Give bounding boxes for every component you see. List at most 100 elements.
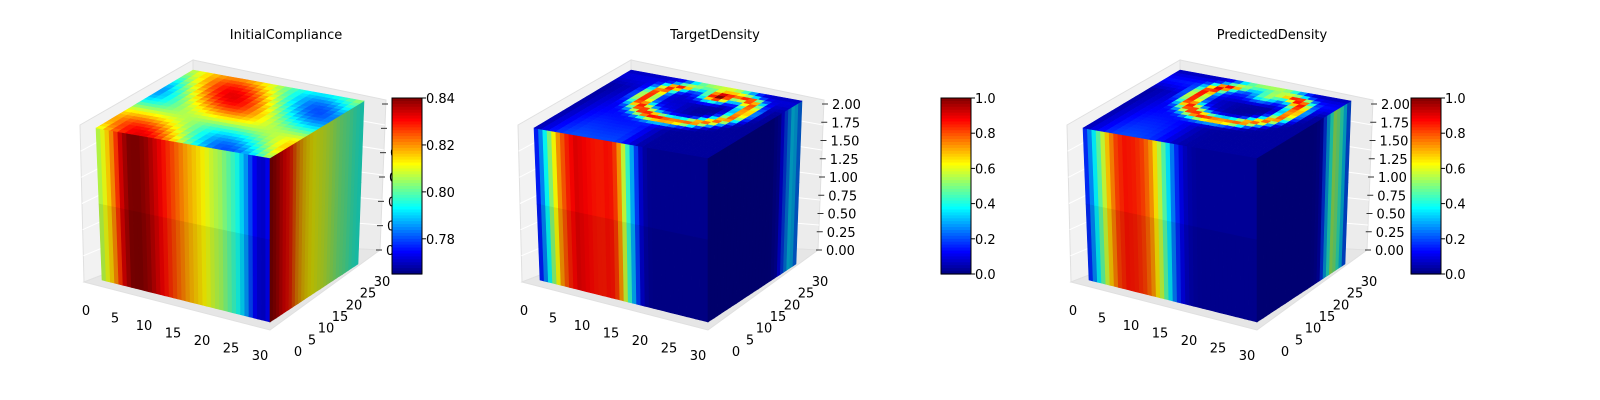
colorbar-segment <box>941 106 971 111</box>
colorbar-segment <box>392 232 422 237</box>
voxel-top <box>352 99 365 104</box>
y-tick-label: 30 <box>374 275 391 290</box>
voxel-front <box>686 235 692 319</box>
colorbar-segment <box>941 227 971 231</box>
colorbar-segment <box>1411 133 1441 137</box>
voxel-front <box>699 237 705 322</box>
voxel-front <box>239 152 245 235</box>
colorbar-segment <box>392 244 422 249</box>
y-tick-label: 5 <box>746 333 754 348</box>
colorbar-tick-label: 0.84 <box>426 92 455 107</box>
voxel-front <box>1235 235 1241 319</box>
z-tick-label: 2.00 <box>1381 98 1410 113</box>
colorbar: 0.0 0.2 0.4 0.6 0.8 1.0 <box>940 92 996 283</box>
voxel-front <box>703 238 709 323</box>
colorbar-segment <box>941 194 971 199</box>
colorbar-segment <box>941 253 971 257</box>
colorbar-tick-label: 0.2 <box>1445 233 1466 248</box>
voxel-side <box>354 181 362 267</box>
y-tick-label: 30 <box>812 275 829 290</box>
colorbar-tick-label: 0.82 <box>426 139 455 154</box>
voxel-front <box>1234 153 1241 237</box>
voxel-top <box>790 99 803 104</box>
colorbar-segment <box>941 147 971 152</box>
colorbar-segment <box>1411 183 1441 187</box>
colorbar-segment <box>941 162 971 167</box>
colorbar-segment <box>392 133 422 137</box>
colorbar-segment <box>941 171 971 175</box>
voxel-front <box>252 236 258 320</box>
voxel-top <box>1339 99 1352 104</box>
colorbar-segment <box>941 218 971 222</box>
colorbar-segment <box>392 200 422 205</box>
z-tick-label: 1.25 <box>1379 153 1408 168</box>
colorbar-segment <box>1411 212 1441 216</box>
colorbar-segment <box>1411 153 1441 158</box>
voxel-side <box>710 235 715 321</box>
voxel-side <box>272 235 277 321</box>
colorbar-segment <box>1411 235 1441 240</box>
voxel-front <box>265 238 271 323</box>
colorbar-segment <box>392 124 422 128</box>
colorbar-segment <box>941 168 971 172</box>
colorbar-segment <box>941 212 971 216</box>
colorbar-segment <box>941 247 971 252</box>
voxel-front <box>1243 236 1249 321</box>
colorbar-segment <box>392 109 422 114</box>
x-tick-label: 15 <box>1152 327 1169 342</box>
colorbar-segment <box>941 139 971 143</box>
colorbar-segment <box>392 209 422 213</box>
colorbar-segment <box>392 121 422 125</box>
colorbar-segment <box>1411 106 1441 111</box>
colorbar-segment <box>941 265 971 269</box>
voxel-front <box>698 156 705 240</box>
colorbar-segment <box>392 212 422 216</box>
colorbar-segment <box>941 103 971 108</box>
voxel-front <box>1230 234 1237 318</box>
z-tick-label: 0.25 <box>827 226 856 241</box>
colorbar-segment <box>392 106 422 111</box>
y-tick-label: 10 <box>1305 322 1322 337</box>
colorbar-segment <box>941 259 971 263</box>
colorbar-segment <box>1411 191 1441 196</box>
z-tick-label: 0.50 <box>1377 208 1406 223</box>
voxel-side <box>1259 153 1265 239</box>
colorbar-segment <box>941 262 971 266</box>
x-tick-label: 5 <box>549 312 557 327</box>
colorbar-segment <box>392 171 422 175</box>
x-tick-label: 5 <box>111 312 119 327</box>
colorbar-segment <box>941 133 971 137</box>
colorbar-segment <box>392 136 422 140</box>
y-tick-label: 10 <box>318 322 335 337</box>
z-tick-label: 1.50 <box>831 135 860 150</box>
voxel-front <box>247 153 254 237</box>
y-tick-label: 15 <box>770 310 787 325</box>
voxel-front <box>1243 155 1249 239</box>
z-tick-label: 0 <box>386 244 394 259</box>
colorbar-tick-label: 0.0 <box>1445 268 1466 283</box>
y-tick-label: 20 <box>1333 298 1350 313</box>
voxel-front <box>685 153 692 237</box>
colorbar-segment <box>392 150 422 155</box>
colorbar-segment <box>392 250 422 255</box>
colorbar-segment <box>941 188 971 193</box>
colorbar-segment <box>941 136 971 140</box>
colorbar-segment <box>392 130 422 134</box>
voxel-side <box>1256 155 1261 241</box>
voxel-front <box>681 153 687 236</box>
y-tick-label: 10 <box>756 322 773 337</box>
z-tick-label: 1.00 <box>1378 171 1407 186</box>
colorbar-segment <box>941 156 971 161</box>
colorbar-segment <box>392 186 422 190</box>
y-tick-label: 5 <box>308 333 316 348</box>
voxel-front <box>1247 156 1253 240</box>
colorbar-segment <box>941 183 971 187</box>
colorbar-segment <box>392 115 422 120</box>
colorbar-segment <box>392 206 422 211</box>
colorbar-segment <box>941 224 971 228</box>
colorbar-segment <box>392 265 422 269</box>
colorbar-segment <box>392 191 422 196</box>
colorbar-segment <box>1411 188 1441 193</box>
colorbar-segment <box>941 197 971 202</box>
colorbar-segment <box>941 177 971 181</box>
